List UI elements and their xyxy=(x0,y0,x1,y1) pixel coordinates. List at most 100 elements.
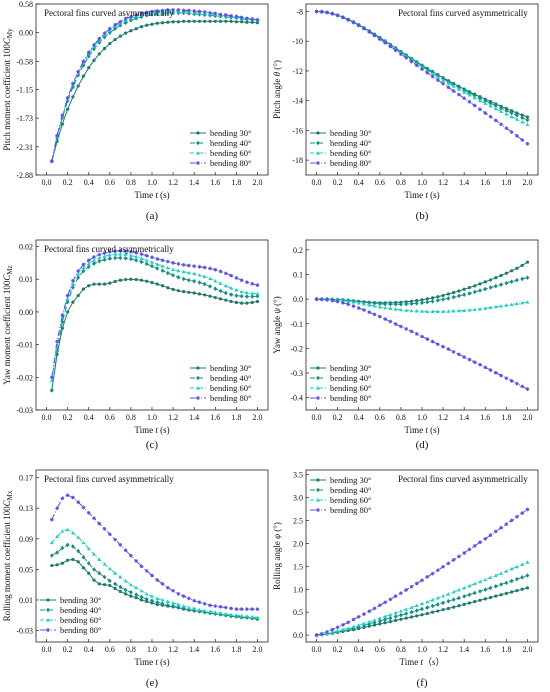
legend-marker xyxy=(316,487,320,493)
data-point xyxy=(483,98,488,104)
data-point xyxy=(197,280,202,285)
data-point xyxy=(71,81,75,86)
data-point xyxy=(488,575,493,580)
data-point xyxy=(176,591,181,596)
panel-label: (f) xyxy=(417,677,428,689)
data-point xyxy=(525,115,530,119)
data-point xyxy=(202,10,207,14)
data-point xyxy=(213,267,218,272)
data-point xyxy=(341,627,345,632)
data-point xyxy=(435,309,440,313)
series-line xyxy=(51,12,258,162)
data-point xyxy=(446,296,451,301)
legend-label: bending 60° xyxy=(210,383,251,393)
data-point xyxy=(113,586,117,591)
data-point xyxy=(76,293,80,298)
y-tick-label: -12 xyxy=(292,67,303,76)
y-tick-label: -0.02 xyxy=(16,373,33,382)
x-tick-label: 1.2 xyxy=(168,413,178,422)
data-point xyxy=(404,301,409,307)
data-point xyxy=(65,527,70,532)
data-point xyxy=(97,557,102,561)
data-point xyxy=(123,587,128,593)
data-point xyxy=(229,299,233,304)
data-point xyxy=(467,93,472,97)
legend-marker xyxy=(196,161,200,165)
legend: bending 30°bending 40°bending 60°bending… xyxy=(190,363,251,403)
data-point xyxy=(92,282,96,286)
y-tick-label: 1.0 xyxy=(293,585,303,594)
x-axis-label-variable: t xyxy=(155,425,158,435)
data-point xyxy=(123,16,128,21)
data-point xyxy=(319,631,324,636)
x-tick-label: 0.8 xyxy=(396,413,406,422)
data-point xyxy=(409,59,414,64)
series-line xyxy=(51,529,258,618)
data-point xyxy=(483,280,487,284)
y-axis-label-text: Yaw angle xyxy=(272,314,282,354)
y-tick-label: 0.2 xyxy=(293,246,303,255)
data-point xyxy=(49,388,54,393)
x-tick-label: 1.0 xyxy=(417,413,427,422)
series-2 xyxy=(314,573,530,638)
data-point xyxy=(108,41,112,46)
legend-marker xyxy=(316,131,320,135)
data-point xyxy=(144,10,149,15)
data-point xyxy=(383,301,387,307)
data-point xyxy=(525,260,530,264)
data-point xyxy=(394,618,398,623)
data-point xyxy=(165,585,170,590)
data-point xyxy=(118,19,123,24)
data-point xyxy=(367,300,372,306)
data-point xyxy=(97,282,101,286)
data-point xyxy=(499,273,503,278)
data-point xyxy=(388,44,393,49)
x-tick-label: 0.8 xyxy=(126,413,136,422)
y-axis-label-text: Yaw moment coefficient 100 xyxy=(2,280,12,385)
data-point xyxy=(160,582,165,586)
data-point xyxy=(393,610,398,615)
data-point xyxy=(341,298,345,303)
data-point xyxy=(515,133,519,138)
data-point xyxy=(441,594,445,598)
x-tick-label: 1.2 xyxy=(438,178,448,187)
data-point xyxy=(155,578,160,582)
data-point xyxy=(165,599,170,604)
series-1 xyxy=(50,19,260,163)
panel-label: (d) xyxy=(416,439,429,451)
data-point xyxy=(92,552,96,556)
x-tick-label: 0.0 xyxy=(42,413,52,422)
data-point xyxy=(451,597,456,602)
data-point xyxy=(488,104,493,108)
data-point xyxy=(55,550,59,555)
y-axis-label-variable: φ xyxy=(272,534,282,539)
data-point xyxy=(488,101,493,106)
x-tick-label: 0.2 xyxy=(333,178,343,187)
data-point xyxy=(134,592,139,597)
data-point xyxy=(250,614,255,619)
data-point xyxy=(245,16,249,21)
legend-label: bending 60° xyxy=(330,383,371,393)
y-tick-label: 0.05 xyxy=(19,565,33,574)
data-point xyxy=(229,286,233,290)
data-point xyxy=(346,302,351,307)
legend-label: bending 30° xyxy=(210,128,251,138)
x-tick-label: 0.4 xyxy=(84,645,94,654)
data-point xyxy=(224,19,228,23)
data-point xyxy=(520,138,525,142)
x-tick-label: 2.0 xyxy=(252,645,262,654)
data-point xyxy=(245,614,249,618)
data-point xyxy=(66,310,70,314)
data-point xyxy=(441,293,445,298)
x-tick-label: 0.4 xyxy=(84,413,94,422)
data-point xyxy=(362,302,366,306)
y-tick-label: -1.15 xyxy=(16,86,33,95)
data-point xyxy=(213,286,218,292)
data-point xyxy=(351,20,356,25)
data-point xyxy=(171,603,175,609)
x-tick-label: 0.4 xyxy=(354,178,364,187)
x-tick-label: 1.4 xyxy=(459,178,469,187)
x-tick-label: 0.8 xyxy=(126,178,136,187)
x-tick-label: 0.4 xyxy=(354,645,364,654)
data-point xyxy=(499,105,503,111)
